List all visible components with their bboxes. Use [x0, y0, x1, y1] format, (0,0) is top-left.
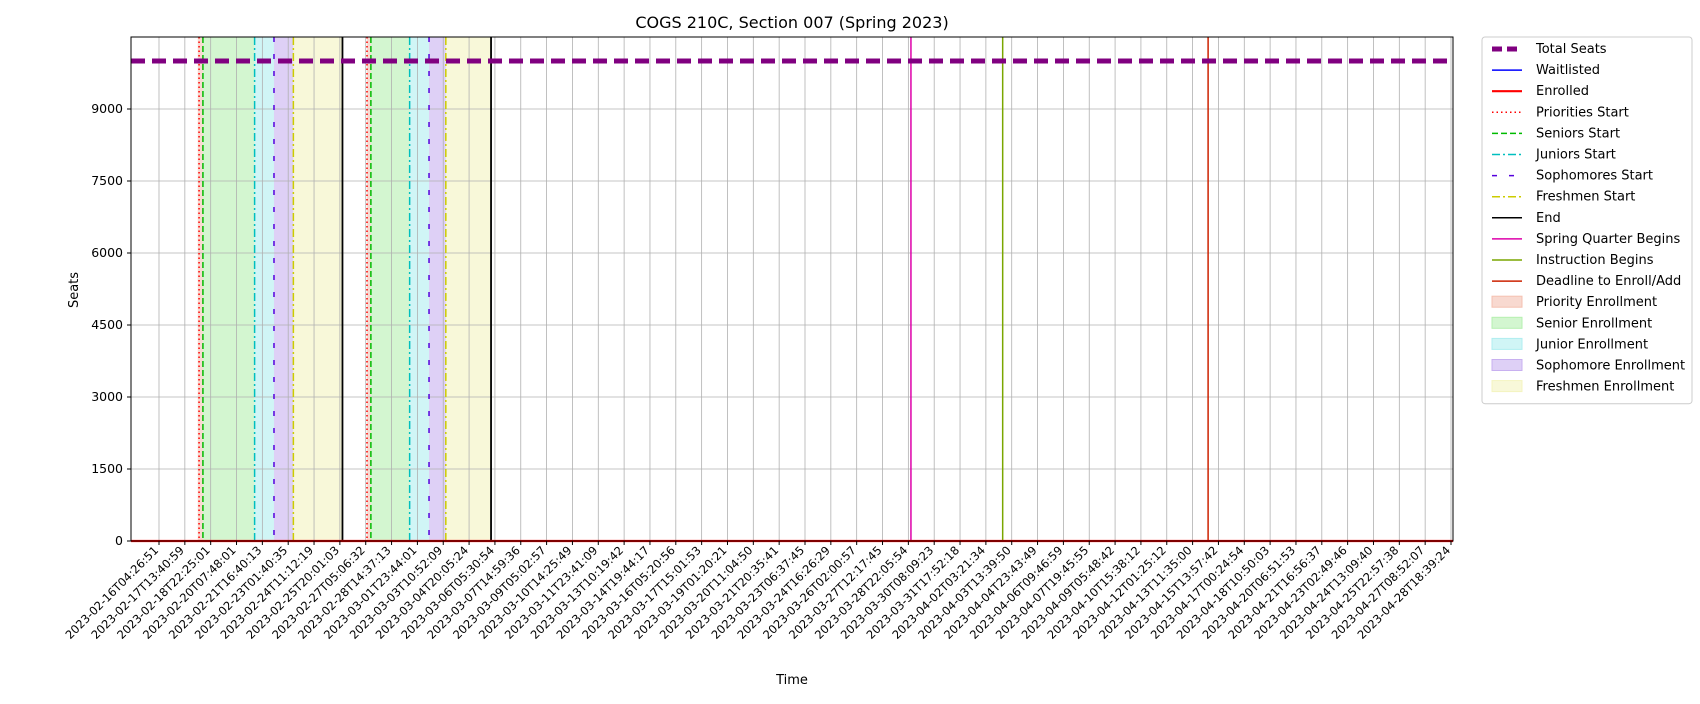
y-tick-label: 4500 — [91, 317, 123, 332]
y-tick-label: 1500 — [91, 461, 123, 476]
y-tick-label: 7500 — [91, 173, 123, 188]
chart-title: COGS 210C, Section 007 (Spring 2023) — [635, 13, 948, 32]
legend-swatch — [1491, 295, 1523, 308]
legend-label: Priorities Start — [1536, 105, 1629, 120]
shaded-period — [409, 37, 430, 541]
y-axis-label: Seats — [67, 272, 82, 308]
legend-label: Freshmen Enrollment — [1536, 380, 1674, 395]
legend-label: Instruction Begins — [1536, 253, 1654, 268]
legend-label: Junior Enrollment — [1535, 337, 1648, 352]
legend-label: Priority Enrollment — [1536, 295, 1657, 310]
shaded-period — [202, 37, 255, 541]
legend-label: Sophomores Start — [1536, 169, 1653, 184]
shaded-period — [254, 37, 274, 541]
legend-swatch — [1491, 380, 1523, 393]
legend-label: End — [1536, 211, 1561, 226]
legend-box — [1481, 36, 1693, 405]
legend-label: Total Seats — [1535, 42, 1607, 57]
x-axis-label: Time — [775, 673, 808, 688]
legend-swatch — [1491, 337, 1523, 350]
legend-label: Enrolled — [1536, 84, 1589, 99]
shaded-period — [367, 37, 371, 541]
y-tick-label: 0 — [115, 533, 123, 548]
shaded-period — [370, 37, 410, 541]
legend-swatch — [1491, 316, 1523, 329]
legend-label: Deadline to Enroll/Add — [1536, 274, 1681, 289]
legend-label: Waitlisted — [1536, 63, 1600, 78]
axes-frame — [130, 36, 1454, 542]
legend-label: Seniors Start — [1536, 126, 1620, 141]
shaded-period — [445, 37, 492, 541]
shaded-period — [197, 37, 203, 541]
legend-label: Freshmen Start — [1536, 190, 1635, 205]
y-tick-label: 9000 — [91, 101, 123, 116]
legend-swatch — [1491, 359, 1523, 371]
legend-label: Juniors Start — [1535, 148, 1616, 163]
shaded-period — [273, 37, 294, 541]
plot-area: 01500300045006000750090002023-02-16T04:2… — [62, 36, 1454, 642]
legend: Total Seats Waitlisted Enrolled Priorities … — [1481, 36, 1693, 405]
legend-label: Sophomore Enrollment — [1536, 359, 1685, 374]
shaded-period — [429, 37, 446, 541]
shaded-period — [293, 37, 343, 541]
legend-label: Spring Quarter Begins — [1536, 232, 1680, 247]
y-tick-label: 6000 — [91, 245, 123, 260]
y-tick-label: 3000 — [91, 389, 123, 404]
legend-label: Senior Enrollment — [1536, 316, 1652, 331]
